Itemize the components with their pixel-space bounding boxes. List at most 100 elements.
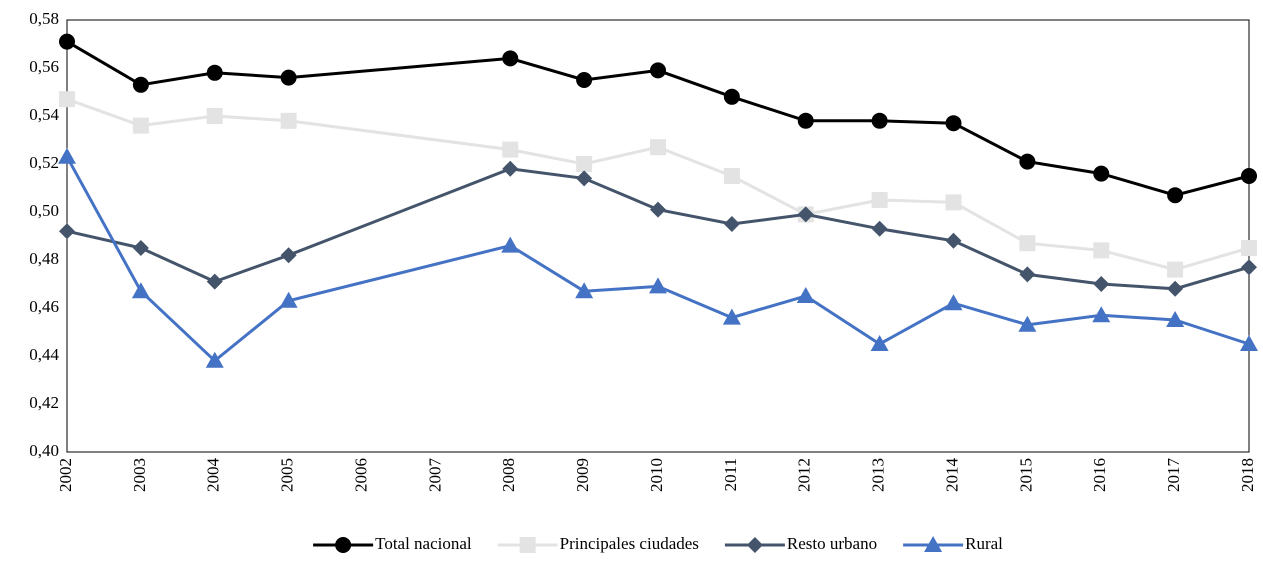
marker [797, 206, 814, 223]
marker [797, 112, 814, 129]
marker [131, 282, 150, 299]
legend-item: Principales ciudades [497, 534, 699, 553]
x-tick-label: 2003 [130, 458, 149, 492]
marker [945, 194, 962, 211]
legend-label: Total nacional [375, 534, 472, 553]
x-tick-label: 2011 [721, 458, 740, 491]
marker [746, 537, 763, 553]
marker [1093, 165, 1110, 182]
marker [1167, 187, 1184, 204]
marker [1093, 242, 1110, 259]
marker [1241, 168, 1257, 184]
marker [58, 147, 76, 164]
x-tick-label: 2014 [942, 458, 961, 493]
y-tick-label: 0,54 [29, 105, 59, 124]
y-tick-label: 0,44 [29, 345, 59, 364]
marker [1019, 153, 1036, 170]
marker [1019, 235, 1036, 252]
marker [132, 76, 149, 93]
marker [924, 536, 943, 552]
marker [1241, 259, 1257, 276]
y-tick-label: 0,58 [29, 9, 59, 28]
series-line [65, 156, 1250, 363]
series-line [66, 97, 1250, 272]
marker [59, 33, 75, 50]
plot-border [66, 19, 1250, 453]
marker [1166, 311, 1185, 327]
marker [279, 291, 298, 308]
marker [1167, 261, 1184, 278]
legend-item: Total nacional [313, 534, 472, 553]
marker [501, 236, 520, 253]
marker [59, 91, 75, 108]
marker [650, 201, 666, 218]
marker [132, 117, 149, 134]
x-tick-label: 2012 [795, 458, 814, 492]
marker [206, 273, 223, 290]
marker [280, 247, 297, 264]
series-line [66, 167, 1250, 291]
legend-item: Resto urbano [724, 534, 877, 553]
marker [1167, 280, 1184, 297]
legend: Total nacional Principales ciudades Resto … [313, 534, 1003, 553]
marker [871, 220, 888, 237]
marker [650, 62, 666, 79]
y-tick-label: 0,50 [29, 201, 59, 220]
x-tick-label: 2007 [425, 458, 444, 493]
marker [723, 216, 740, 232]
marker [723, 168, 740, 184]
x-tick-label: 2015 [1016, 458, 1035, 492]
marker [59, 223, 75, 240]
y-tick-label: 0,48 [29, 249, 59, 268]
marker [796, 287, 815, 303]
marker [206, 64, 223, 81]
legend-label: Resto urbano [787, 534, 877, 553]
x-tick-label: 2013 [869, 458, 888, 492]
marker [722, 308, 741, 325]
marker [945, 115, 962, 132]
marker [519, 537, 536, 553]
y-tick-label: 0,52 [29, 153, 59, 172]
marker [723, 88, 740, 105]
x-tick-label: 2008 [499, 458, 518, 492]
x-tick-label: 2006 [351, 458, 370, 492]
x-tick-label: 2017 [1164, 458, 1183, 493]
x-tick-label: 2005 [278, 458, 297, 492]
legend-label: Rural [965, 534, 1003, 553]
marker [871, 192, 888, 208]
marker [1240, 335, 1258, 351]
x-tick-label: 2004 [204, 458, 223, 493]
legend-item: Rural [903, 534, 1003, 553]
marker [206, 108, 223, 124]
marker [650, 139, 666, 156]
x-tick-label: 2018 [1238, 458, 1257, 492]
y-tick-label: 0,56 [29, 57, 59, 76]
x-tick-label: 2002 [56, 458, 75, 492]
x-tick-label: 2009 [573, 458, 592, 492]
marker [1093, 276, 1110, 292]
marker [205, 351, 224, 368]
marker [132, 240, 149, 256]
marker [871, 112, 888, 129]
marker [280, 69, 297, 86]
legend-label: Principales ciudades [560, 534, 699, 553]
marker [502, 50, 519, 67]
y-tick-label: 0,46 [29, 297, 59, 316]
y-tick-label: 0,40 [29, 441, 59, 460]
marker [1241, 240, 1257, 256]
marker [649, 277, 667, 294]
y-tick-label: 0,42 [29, 393, 59, 412]
marker [945, 232, 962, 249]
marker [576, 170, 593, 187]
marker [280, 112, 297, 129]
marker [576, 156, 593, 172]
marker [870, 335, 889, 351]
marker [502, 141, 519, 158]
x-tick-label: 2010 [647, 458, 666, 492]
marker [575, 282, 594, 299]
marker [1092, 306, 1111, 323]
marker [502, 160, 519, 177]
marker [1019, 266, 1036, 283]
marker [576, 72, 593, 88]
